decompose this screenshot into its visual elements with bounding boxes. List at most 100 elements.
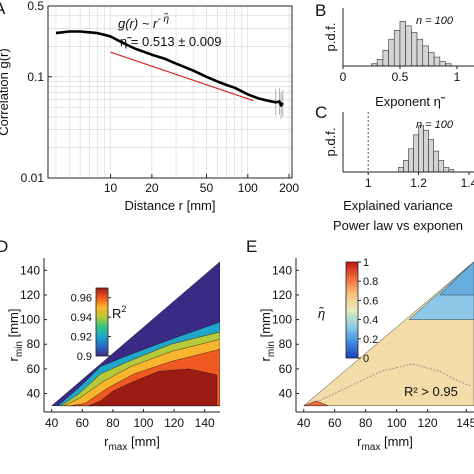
colorbar-tick-label: 1 xyxy=(363,257,369,269)
panel-b-x-label: Exponent η̃ xyxy=(375,94,446,109)
histogram-bar xyxy=(416,38,424,67)
colorbar-tick-label: 0.94 xyxy=(71,312,92,324)
histogram-bar xyxy=(428,139,434,173)
histogram-bar xyxy=(399,21,406,67)
panel-e-x-label: rmax [mm] xyxy=(357,434,413,453)
panel-e-contour-regions xyxy=(303,261,474,406)
panel-a-y-ticks: 0.01 0.1 0.5 xyxy=(21,0,52,185)
y-tick-label: 120 xyxy=(20,288,40,302)
panel-e-colorbar-label: η̃ xyxy=(318,306,325,321)
x-tick-label: 80 xyxy=(106,416,120,430)
panel-e-colorbar-ticks: 1 0.8 0.6 0.4 0.2 0 xyxy=(358,257,378,365)
panel-d-x-label: rmax [mm] xyxy=(104,434,160,453)
panel-a-formula-exponent: - η̃ xyxy=(157,12,169,25)
contour-region xyxy=(88,368,218,406)
y-tick-label: 60 xyxy=(27,362,41,376)
panel-a-fit-line xyxy=(110,51,254,102)
x-tick-label: 10 xyxy=(104,181,118,195)
x-tick-label: 60 xyxy=(76,416,90,430)
contour-region xyxy=(303,400,329,406)
panel-c-histogram-bars xyxy=(398,125,455,173)
panel-a-formula: g(r) ~ r- η̃ xyxy=(118,12,169,31)
x-tick-label: 80 xyxy=(359,416,373,430)
x-tick-label: 40 xyxy=(45,416,59,430)
panel-a-formula-base: g(r) ~ r xyxy=(118,16,158,31)
y-tick-label: 140 xyxy=(272,263,292,277)
panel-a-x-label: Distance r [mm] xyxy=(124,198,215,213)
x-tick-label: 0 xyxy=(340,70,347,84)
histogram-bar xyxy=(438,160,445,173)
y-tick-label: 120 xyxy=(272,288,292,302)
panel-c-x-ticks: 1 1.2 1.4 xyxy=(365,172,474,190)
panel-d-colorbar xyxy=(95,287,109,357)
colorbar-tick-label: 0.6 xyxy=(363,295,378,307)
y-tick-label: 40 xyxy=(279,387,293,401)
contour-region xyxy=(303,261,474,406)
histogram-bar xyxy=(418,125,424,173)
y-tick-label: 140 xyxy=(20,263,40,277)
y-tick-label: 100 xyxy=(20,313,40,327)
x-tick-label: 20 xyxy=(145,181,159,195)
contour-region xyxy=(439,261,474,296)
x-tick-label: 1.2 xyxy=(410,176,427,190)
panel-a-data-line xyxy=(55,30,284,107)
histogram-bar xyxy=(433,56,441,67)
x-tick-label: 1 xyxy=(454,70,461,84)
y-tick-label: 80 xyxy=(27,337,41,351)
histogram-bar xyxy=(376,59,384,67)
x-tick-label: 120 xyxy=(418,416,438,430)
panel-d-y-ticks: 40 60 80 100 120 140 xyxy=(20,263,47,401)
y-tick-label: 0.01 xyxy=(21,171,45,185)
histogram-bar xyxy=(413,134,419,173)
panel-c-x-label: Explained variance xyxy=(343,198,453,213)
panel-a-y-label: Correlation g(r) xyxy=(0,48,11,135)
panel-a-x-ticks: 10 20 50 100 200 xyxy=(104,174,299,195)
histogram-bar xyxy=(398,167,404,173)
colorbar-tick-label: 0.92 xyxy=(71,332,92,344)
colorbar-tick-label: 0.8 xyxy=(363,276,378,288)
x-tick-label: 40 xyxy=(297,416,311,430)
panel-c-x-label-2: Power law vs exponen xyxy=(333,218,463,233)
colorbar-tick-label: 0.9 xyxy=(77,351,92,363)
panel-letter-e: E xyxy=(246,237,257,256)
panel-e-annotation: R² > 0.95 xyxy=(404,384,458,399)
histogram-bar xyxy=(403,160,409,173)
x-tick-label: 100 xyxy=(133,416,153,430)
histogram-bar xyxy=(405,25,412,67)
panel-d-x-ticks: 40 60 80 100 120 140 xyxy=(45,409,215,430)
contour-region xyxy=(408,261,474,320)
colorbar-tick-label: 0 xyxy=(363,353,369,365)
y-tick-label: 80 xyxy=(279,337,293,351)
x-tick-label: 120 xyxy=(164,416,184,430)
panel-e-colorbar xyxy=(345,261,359,359)
panel-c-n-label: n = 100 xyxy=(416,119,454,131)
panel-a-chart: 10 20 50 100 200 0.010.10.5 Distance r [mm] … xyxy=(0,0,299,213)
x-tick-label: 100 xyxy=(387,416,407,430)
histogram-bar xyxy=(439,61,446,67)
panel-e-chart: 40 60 80 100 120 145 40 60 80 100 120 140 rmax [mm… xyxy=(258,257,474,453)
panel-b-chart: 0 0.5 1 p.d.f. Exponent η̃ n = 100 xyxy=(323,8,474,109)
x-tick-label: 1.4 xyxy=(461,176,474,190)
panel-a-axes-frame xyxy=(47,5,293,179)
panel-letter-a: A xyxy=(0,0,6,18)
y-tick-label: 60 xyxy=(279,362,293,376)
histogram-bar xyxy=(408,148,414,173)
panel-d-contour-regions xyxy=(51,261,220,406)
panel-d-chart: 40 60 80 100 120 140 40 60 80 100 120 140 rmax [mm… xyxy=(6,258,220,453)
panel-b-x-ticks: 0 0.5 1 xyxy=(340,66,461,84)
x-tick-label: 50 xyxy=(200,181,214,195)
histogram-bar xyxy=(423,129,429,173)
colorbar-tick-label: 0.2 xyxy=(363,334,378,346)
histogram-bar xyxy=(411,32,418,67)
panel-a-fit-text: η̃ = 0.513 ± 0.009 xyxy=(120,34,221,49)
panel-d-colorbar-ticks: 0.96 0.94 0.92 0.9 xyxy=(71,293,111,363)
x-tick-label: 140 xyxy=(195,416,215,430)
panel-b-n-label: n = 100 xyxy=(416,15,454,27)
x-tick-label: 200 xyxy=(279,181,299,195)
histogram-bar xyxy=(388,38,395,67)
histogram-bar xyxy=(422,45,429,67)
y-tick-label: 100 xyxy=(272,313,292,327)
panel-c-y-label: p.d.f. xyxy=(323,128,338,157)
histogram-bar xyxy=(443,167,450,173)
